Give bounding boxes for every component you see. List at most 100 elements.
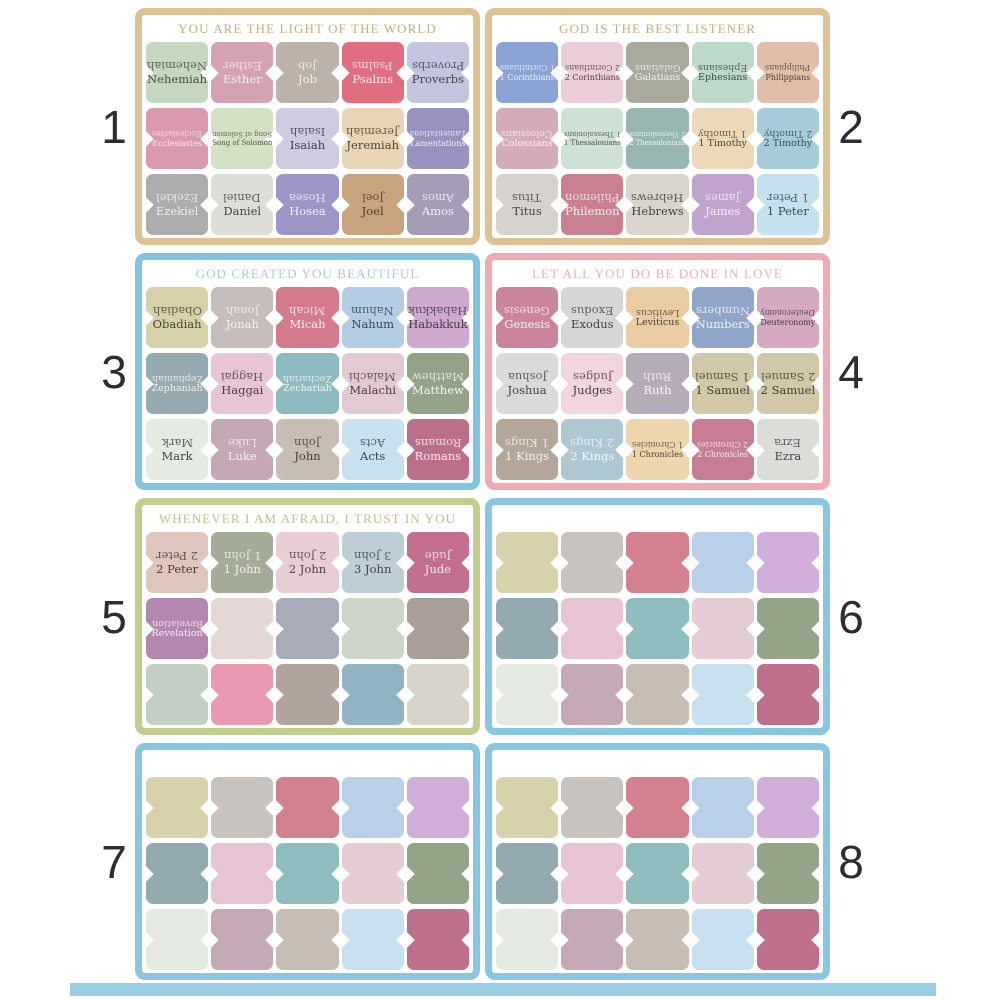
tab-daniel: Daniel Daniel: [211, 174, 274, 235]
tab-label: 2 Chronicles: [697, 450, 749, 459]
tab-label-mirrored: Acts: [360, 436, 386, 450]
tab-label: Daniel: [223, 204, 262, 218]
tab-label: Haggai: [221, 383, 264, 397]
tab-blank: [561, 909, 624, 970]
tab-label-mirrored: Matthew: [411, 370, 464, 384]
tab-label: Genesis: [504, 317, 550, 331]
tab-label-mirrored: Malachi: [349, 370, 397, 384]
tab-label: 2 Corinthians: [564, 73, 620, 82]
tab-label: Proverbs: [411, 72, 465, 86]
tab-label-mirrored: 1 John: [223, 549, 261, 563]
tab-label-mirrored: 2 Kings: [570, 436, 615, 450]
sheet-row: 5 WHENEVER I AM AFRAID, I TRUST IN YOU 2 P…: [98, 498, 867, 735]
tab-label-mirrored: Judges: [572, 370, 613, 384]
tab-blank: [626, 843, 689, 904]
tab-label-mirrored: Ephesians: [698, 62, 748, 73]
tab-label: Exodus: [571, 317, 614, 331]
tab-label-mirrored: Lamentations: [410, 129, 466, 138]
sheet-6: [485, 498, 830, 735]
tab-label-mirrored: Mark: [161, 436, 193, 450]
tab-label-mirrored: 1 Peter: [766, 191, 809, 205]
tab-leviticus: Leviticus Leviticus: [626, 287, 689, 348]
tab-label: 1 Samuel: [695, 383, 750, 397]
tab-label-mirrored: Exodus: [571, 304, 614, 318]
tab-label: Galatians: [634, 72, 681, 83]
tab-blank: [276, 777, 339, 838]
sheet-3: GOD CREATED YOU BEAUTIFUL Obadiah Obadiah J…: [135, 253, 480, 490]
tab-blank: [691, 664, 754, 725]
tab-label: Psalms: [352, 72, 394, 86]
tab-1-thessalonians: 1 Thessalonians 1 Thessalonians: [561, 108, 624, 169]
tab-1-corinthians: 1 Corinthians 1 Corinthians: [496, 42, 559, 103]
tab-label-mirrored: Joshua: [507, 370, 547, 384]
tab-label-mirrored: 1 Timothy: [698, 128, 747, 139]
tab-label-mirrored: Zephaniah: [151, 373, 203, 384]
sheet-8: [485, 743, 830, 980]
sheet-title: [142, 750, 473, 777]
tab-label-mirrored: Leviticus: [635, 307, 680, 318]
tab-blank: [341, 777, 404, 838]
tab-matthew: Matthew Matthew: [406, 353, 469, 414]
tab-label: Ephesians: [698, 72, 748, 83]
tab-blank: [756, 909, 819, 970]
tab-label-mirrored: Amos: [421, 191, 454, 205]
tab-nahum: Nahum Nahum: [341, 287, 404, 348]
tab-amos: Amos Amos: [406, 174, 469, 235]
tab-blank: [406, 598, 469, 659]
tab-label: Hebrews: [631, 204, 684, 218]
tab-blank: [211, 909, 274, 970]
tab-label-mirrored: 2 Samuel: [760, 370, 816, 384]
sheet-title: [492, 750, 823, 777]
tab-label-mirrored: Hosea: [289, 191, 326, 205]
tab-zechariah: Zechariah Zechariah: [276, 353, 339, 414]
tab-micah: Micah Micah: [276, 287, 339, 348]
sheet-title: WHENEVER I AM AFRAID, I TRUST IN YOU: [158, 510, 457, 526]
tab-label: 1 Timothy: [698, 138, 747, 149]
sheet-7: [135, 743, 480, 980]
tab-1-timothy: 1 Timothy 1 Timothy: [691, 108, 754, 169]
tab-label-mirrored: Daniel: [223, 191, 262, 205]
tab-label: Colossians: [501, 138, 553, 149]
tab-blank: [561, 843, 624, 904]
tab-blank: [496, 598, 559, 659]
tab-ephesians: Ephesians Ephesians: [691, 42, 754, 103]
tab-titus: Titus Titus: [496, 174, 559, 235]
tab-2-thessalonians: 2 Thessalonians 2 Thessalonians: [626, 108, 689, 169]
tab-label-mirrored: 1 Chronicles: [631, 440, 684, 449]
sheet-number-8: 8: [838, 835, 864, 888]
tab-label-mirrored: Habakkuk: [408, 304, 468, 318]
tab-blank: [211, 664, 274, 725]
sheet-number-2: 2: [838, 100, 864, 153]
tab-blank: [146, 777, 209, 838]
tab-label: 3 John: [354, 562, 392, 576]
tab-jeremiah: Jeremiah Jeremiah: [341, 108, 404, 169]
tab-blank: [406, 664, 469, 725]
sheet-title: GOD IS THE BEST LISTENER: [558, 20, 757, 36]
tab-label: Zechariah: [283, 383, 332, 394]
sheet-row: 1 YOU ARE THE LIGHT OF THE WORLD Nehemiah N…: [98, 8, 867, 245]
tab-label-mirrored: 2 Chronicles: [697, 440, 749, 449]
tab-label-mirrored: Joel: [361, 191, 384, 205]
tab-blank: [626, 598, 689, 659]
tab-label-mirrored: Deuteronomy: [760, 308, 816, 317]
tab-exodus: Exodus Exodus: [561, 287, 624, 348]
tab-jonah: Jonah Jonah: [211, 287, 274, 348]
tab-nehemiah: Nehemiah Nehemiah: [146, 42, 209, 103]
sheet-title: GOD CREATED YOU BEAUTIFUL: [195, 265, 420, 281]
tab-blank: [561, 777, 624, 838]
tab-joel: Joel Joel: [341, 174, 404, 235]
tab-blank: [561, 532, 624, 593]
tab-label-mirrored: Philemon: [565, 191, 620, 205]
tab-label-mirrored: 2 Thessalonians: [629, 130, 686, 138]
tab-label-mirrored: James: [705, 191, 741, 205]
tab-label-mirrored: 3 John: [354, 549, 392, 563]
tab-galatians: Galatians Galatians: [626, 42, 689, 103]
sheet-title: [492, 505, 823, 532]
sheet-number-6: 6: [838, 590, 864, 643]
tab-label: Isaiah: [289, 138, 326, 152]
tab-1-peter: 1 Peter 1 Peter: [756, 174, 819, 235]
sheets-grid: 1 YOU ARE THE LIGHT OF THE WORLD Nehemiah N…: [98, 8, 867, 980]
tab-label-mirrored: Genesis: [504, 304, 550, 318]
sheet-title: YOU ARE THE LIGHT OF THE WORLD: [178, 20, 437, 36]
